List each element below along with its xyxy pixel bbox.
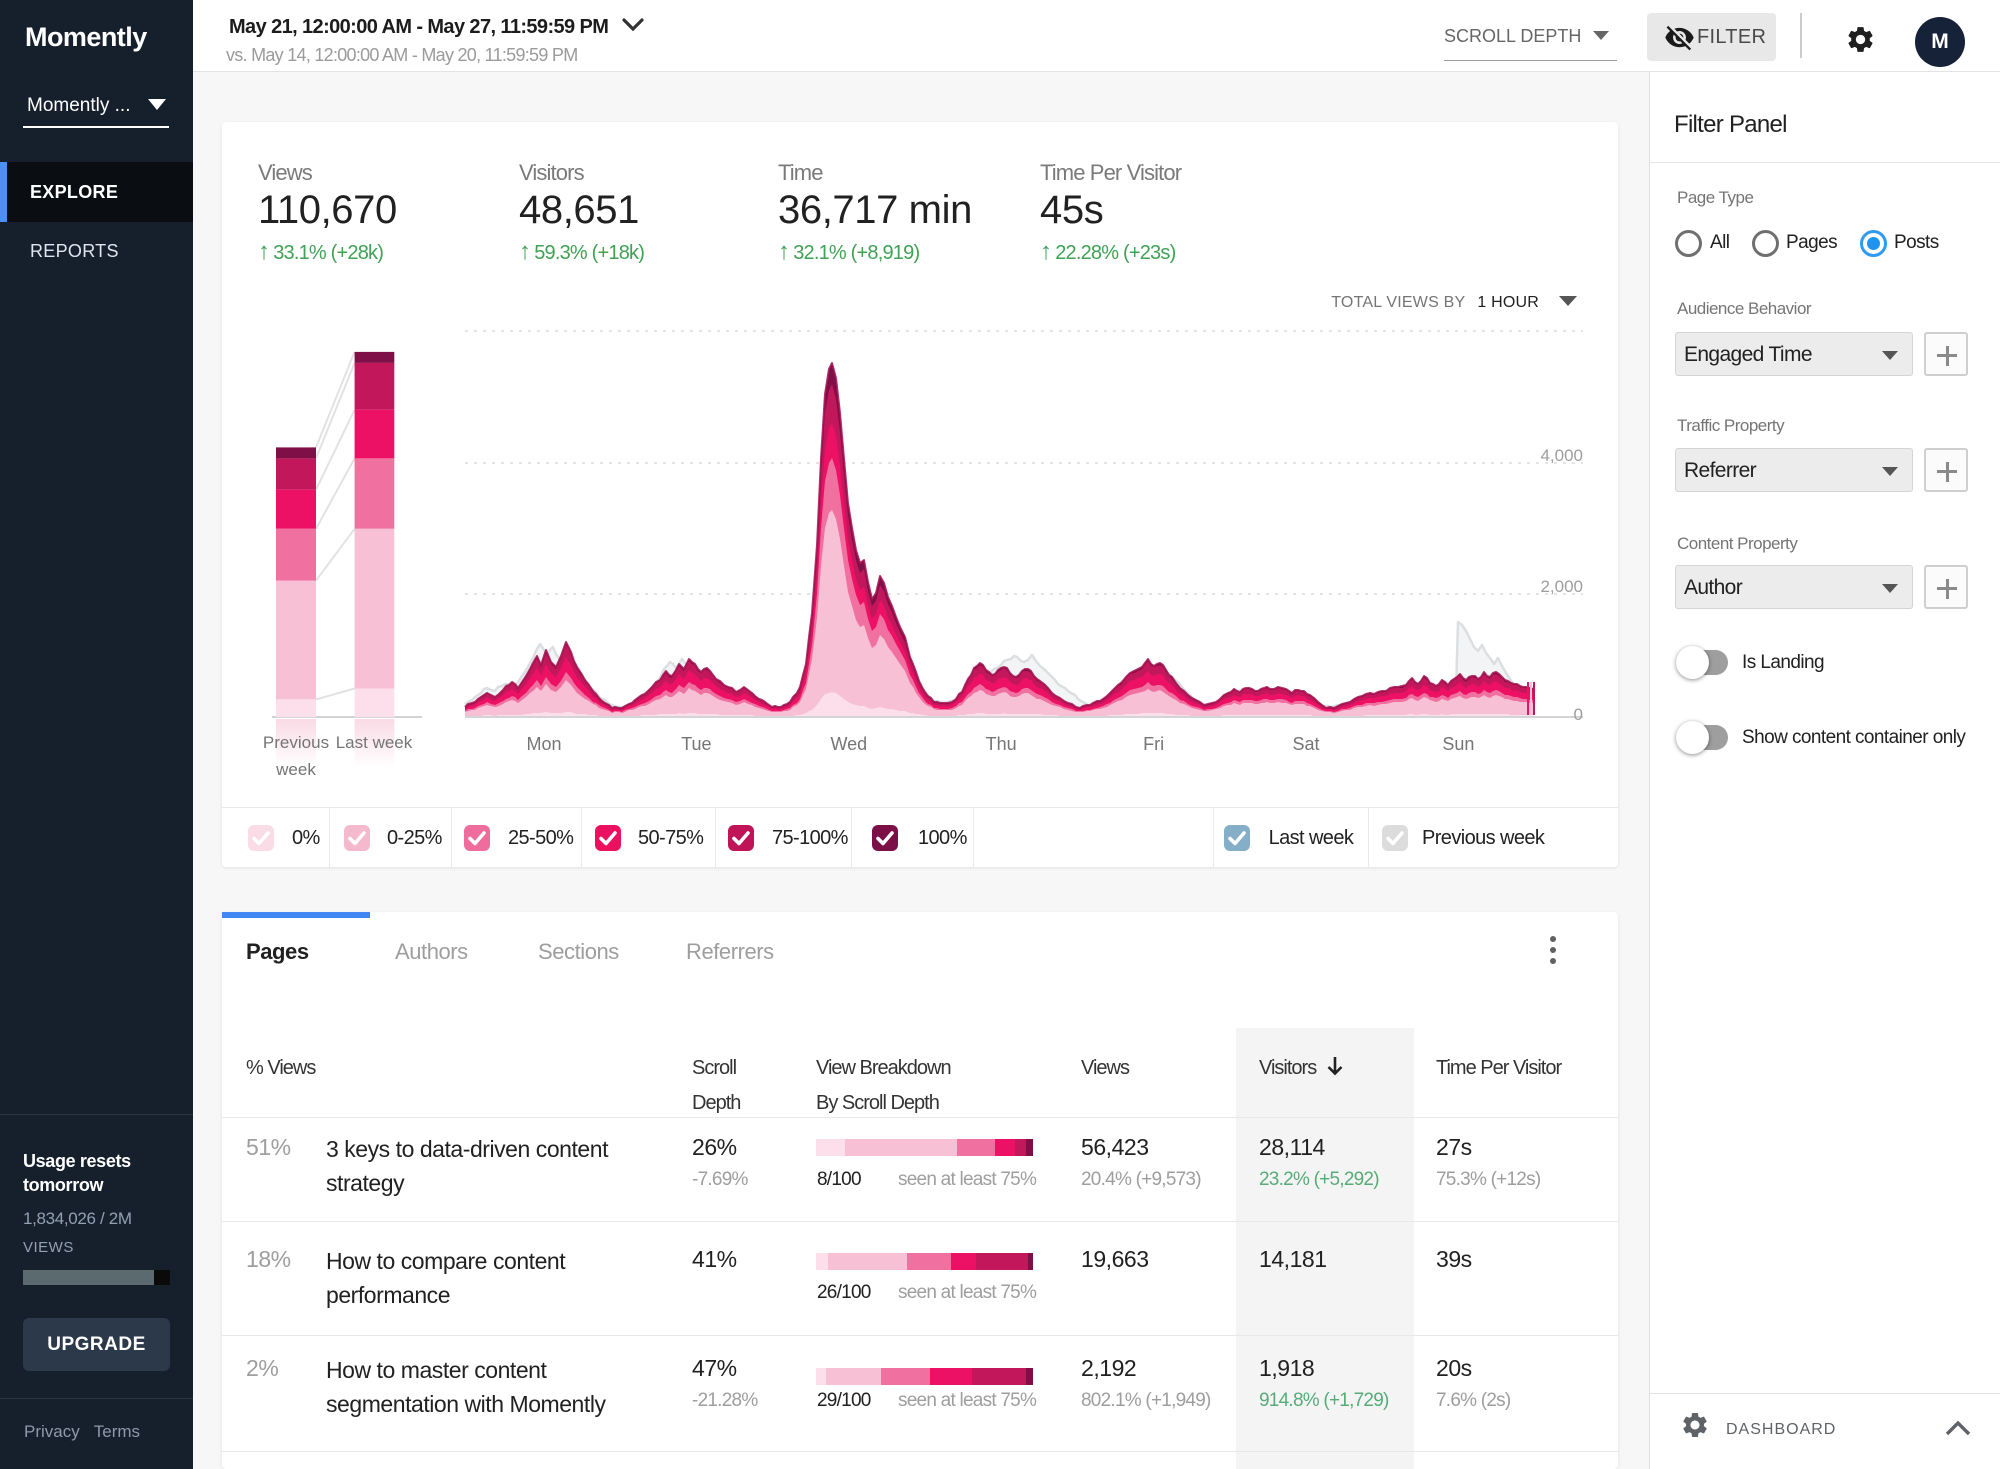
svg-text:Wed: Wed [830,734,867,754]
svg-text:Tue: Tue [681,734,711,754]
svg-text:Previous: Previous [263,733,329,752]
svg-text:4,000: 4,000 [1540,446,1583,465]
svg-text:2,000: 2,000 [1540,577,1583,596]
svg-text:Fri: Fri [1143,734,1164,754]
svg-text:Last week: Last week [336,733,413,752]
svg-text:Sat: Sat [1292,734,1319,754]
svg-text:0: 0 [1574,705,1583,724]
svg-text:week: week [275,760,316,779]
svg-text:Mon: Mon [526,734,561,754]
svg-text:Sun: Sun [1442,734,1474,754]
svg-text:Thu: Thu [986,734,1017,754]
